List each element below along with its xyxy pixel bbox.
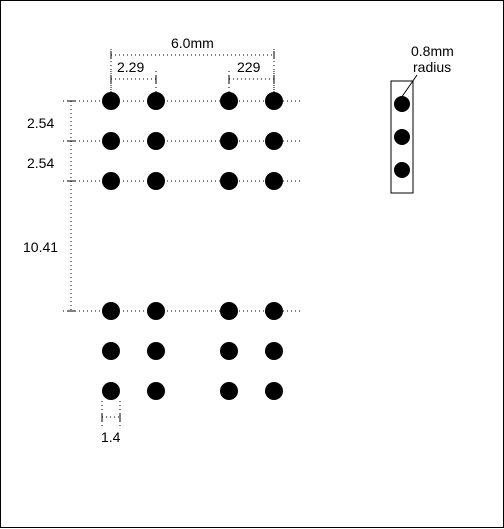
dim-2.29-left: 2.29 [117,59,144,75]
dim-10.41: 10.41 [23,239,58,255]
dim-radius: radius [413,59,451,75]
drawing-canvas [1,1,504,529]
dim-2.54-a: 2.54 [27,115,54,131]
dim-6.0mm: 6.0mm [171,35,214,51]
dim-229-right: 229 [237,59,260,75]
dim-2.54-b: 2.54 [27,155,54,171]
dim-1.4: 1.4 [101,429,120,445]
dim-0.8mm: 0.8mm [411,43,454,59]
